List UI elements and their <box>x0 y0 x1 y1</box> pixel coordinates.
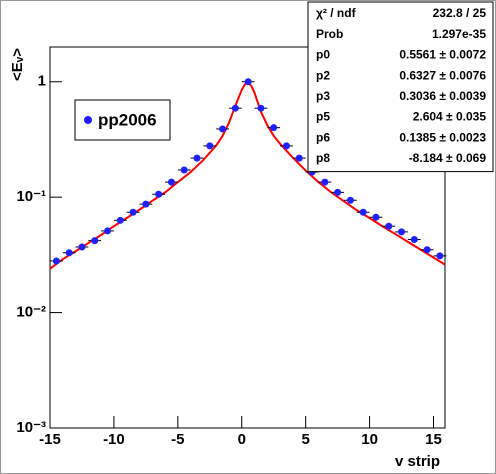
stats-value: 1.297e-35 <box>432 27 486 41</box>
point <box>206 142 214 150</box>
y-tick-label: 10⁻³ <box>16 419 46 436</box>
stats-value: 0.3036 ± 0.0039 <box>399 89 486 103</box>
point <box>52 257 60 265</box>
stats-value: 2.604 ± 0.035 <box>413 110 487 124</box>
point <box>91 237 99 245</box>
stats-value: -8.184 ± 0.069 <box>409 151 487 165</box>
point <box>193 154 201 162</box>
x-tick-label: -10 <box>103 431 125 448</box>
stats-label: χ² / ndf <box>316 6 357 20</box>
point <box>385 222 393 230</box>
point <box>334 188 342 196</box>
point <box>295 154 303 162</box>
point <box>410 235 418 243</box>
stats-label: p0 <box>316 48 330 62</box>
x-tick-label: 10 <box>361 431 378 448</box>
stats-value: 0.6327 ± 0.0076 <box>399 68 486 82</box>
stats-value: 0.5561 ± 0.0072 <box>399 48 486 62</box>
stats-label: p6 <box>316 130 330 144</box>
stats-label: p8 <box>316 151 330 165</box>
point <box>65 249 73 257</box>
stats-value: 232.8 / 25 <box>433 6 487 20</box>
y-tick-label: 10⁻² <box>16 304 46 321</box>
stats-label: p5 <box>316 110 330 124</box>
y-tick-label: 1 <box>38 73 46 90</box>
stats-label: Prob <box>316 27 343 41</box>
point <box>142 200 150 208</box>
point <box>372 213 380 221</box>
point <box>78 243 86 251</box>
x-tick-label: 0 <box>238 431 246 448</box>
point <box>282 142 290 150</box>
x-tick-label: -15 <box>39 431 61 448</box>
x-tick-label: 15 <box>425 431 442 448</box>
point <box>180 166 188 174</box>
point <box>116 216 124 224</box>
stats-label: p2 <box>316 68 330 82</box>
point <box>167 178 175 186</box>
point <box>359 208 367 216</box>
point <box>398 228 406 236</box>
stats-box <box>307 1 494 173</box>
x-tick-label: 5 <box>301 431 309 448</box>
point <box>436 252 444 260</box>
stats-label: p3 <box>316 89 330 103</box>
x-tick-label: -5 <box>171 431 184 448</box>
point <box>346 196 354 204</box>
point <box>129 208 137 216</box>
point <box>219 125 227 133</box>
x-axis-label: v strip <box>395 453 440 470</box>
point <box>270 124 278 132</box>
point <box>231 104 239 112</box>
y-tick-label: 10⁻¹ <box>16 188 46 205</box>
point <box>257 104 265 112</box>
point <box>104 227 112 235</box>
legend-label: pp2006 <box>98 110 157 129</box>
point <box>155 190 163 198</box>
point <box>321 178 329 186</box>
stats-value: 0.1385 ± 0.0023 <box>399 130 486 144</box>
point <box>244 78 252 86</box>
point <box>423 246 431 254</box>
y-axis-label: <Eᵥ> <box>9 48 26 81</box>
legend-marker <box>84 116 92 124</box>
